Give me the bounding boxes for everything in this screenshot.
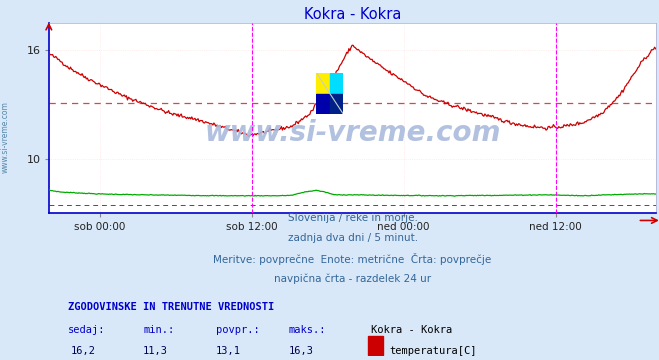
Text: 16,2: 16,2 — [71, 346, 96, 356]
Text: 11,3: 11,3 — [143, 346, 168, 356]
Text: Slovenija / reke in morje.: Slovenija / reke in morje. — [287, 213, 418, 223]
Text: www.si-vreme.com: www.si-vreme.com — [204, 119, 501, 147]
Text: povpr.:: povpr.: — [216, 325, 260, 335]
Text: ZGODOVINSKE IN TRENUTNE VREDNOSTI: ZGODOVINSKE IN TRENUTNE VREDNOSTI — [68, 302, 274, 312]
Text: min.:: min.: — [144, 325, 175, 335]
Text: 13,1: 13,1 — [215, 346, 241, 356]
Text: 16,3: 16,3 — [289, 346, 314, 356]
Text: navpična črta - razdelek 24 ur: navpična črta - razdelek 24 ur — [274, 273, 431, 284]
Text: www.si-vreme.com: www.si-vreme.com — [1, 101, 10, 173]
Text: temperatura[C]: temperatura[C] — [389, 346, 476, 356]
Text: sedaj:: sedaj: — [68, 325, 105, 335]
Text: zadnja dva dni / 5 minut.: zadnja dva dni / 5 minut. — [287, 233, 418, 243]
Text: Kokra - Kokra: Kokra - Kokra — [371, 325, 452, 335]
Text: maks.:: maks.: — [289, 325, 326, 335]
FancyBboxPatch shape — [368, 358, 383, 360]
Text: Meritve: povprečne  Enote: metrične  Črta: povprečje: Meritve: povprečne Enote: metrične Črta:… — [214, 253, 492, 265]
FancyBboxPatch shape — [368, 336, 383, 355]
Title: Kokra - Kokra: Kokra - Kokra — [304, 7, 401, 22]
